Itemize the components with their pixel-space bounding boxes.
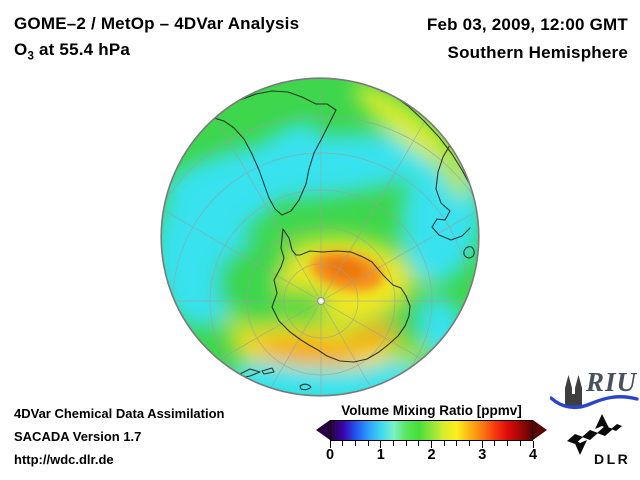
colorbar-gradient <box>330 420 533 441</box>
colorbar-tick-label: 2 <box>427 447 436 463</box>
colorbar-minor-tick <box>342 441 344 446</box>
colorbar-tick-label: 3 <box>478 447 487 463</box>
river-wave-icon <box>550 395 639 410</box>
riu-logo: RIU <box>550 367 640 414</box>
colorbar-minor-tick <box>519 441 521 446</box>
colorbar-minor-tick <box>392 441 394 446</box>
pole-marker-icon <box>317 297 325 305</box>
coast-australia <box>431 144 471 241</box>
globe-map <box>160 77 480 397</box>
cathedral-icon <box>565 375 582 406</box>
o3-prefix: O <box>14 40 28 59</box>
colorbar-arrow-left <box>316 420 330 440</box>
colorbar-major-tick <box>380 441 382 448</box>
colorbar-arrow-right <box>533 420 547 440</box>
colorbar-minor-tick <box>418 441 420 446</box>
figure-title-line1: GOME–2 / MetOp – 4DVar Analysis <box>14 14 300 33</box>
footer-line1: 4DVar Chemical Data Assimilation <box>14 406 225 421</box>
coast-tasmania <box>463 246 475 259</box>
o3-suffix: at 55.4 hPa <box>34 40 131 59</box>
colorbar-major-tick <box>431 441 432 448</box>
colorbar-minor-tick <box>456 441 458 446</box>
colorbar-major-tick <box>481 441 483 448</box>
coast-new-zealand-north <box>261 367 275 375</box>
riu-wordmark: RIU <box>586 367 638 397</box>
coast-small-island <box>299 383 312 391</box>
colorbar-tick-label: 1 <box>376 447 385 463</box>
footer-line2: SACADA Version 1.7 <box>14 429 142 444</box>
colorbar-minor-tick <box>367 441 369 446</box>
coast-antarctica <box>271 228 411 363</box>
colorbar-major-tick <box>329 441 331 448</box>
o3-subscript: 3 <box>27 50 35 63</box>
dlr-arrow-icon <box>567 414 622 455</box>
figure-datetime: Feb 03, 2009, 12:00 GMT <box>426 15 628 34</box>
colorbar-minor-tick <box>354 441 356 446</box>
figure-title-line2: O3 at 55.4 hPa <box>14 40 130 62</box>
colorbar-minor-tick <box>469 441 471 446</box>
colorbar-minor-tick <box>507 441 509 446</box>
coast-south-america <box>213 90 337 216</box>
colorbar-tick-label: 0 <box>325 447 335 463</box>
colorbar-tick-label: 4 <box>528 447 538 463</box>
colorbar-minor-tick <box>443 441 445 446</box>
colorbar-minor-tick <box>405 441 407 446</box>
globe-rim <box>160 77 480 397</box>
colorbar-major-tick <box>532 441 534 448</box>
dlr-logo: DLR <box>563 414 639 472</box>
figure-region: Southern Hemisphere <box>447 43 628 62</box>
dlr-wordmark: DLR <box>594 451 631 467</box>
colorbar-ticks: 0 1 2 3 4 <box>326 441 537 467</box>
colorbar-title: Volume Mixing Ratio [ppmv] <box>341 403 522 418</box>
colorbar-minor-tick <box>494 441 496 446</box>
footer-url: http://wdc.dlr.de <box>14 452 114 467</box>
